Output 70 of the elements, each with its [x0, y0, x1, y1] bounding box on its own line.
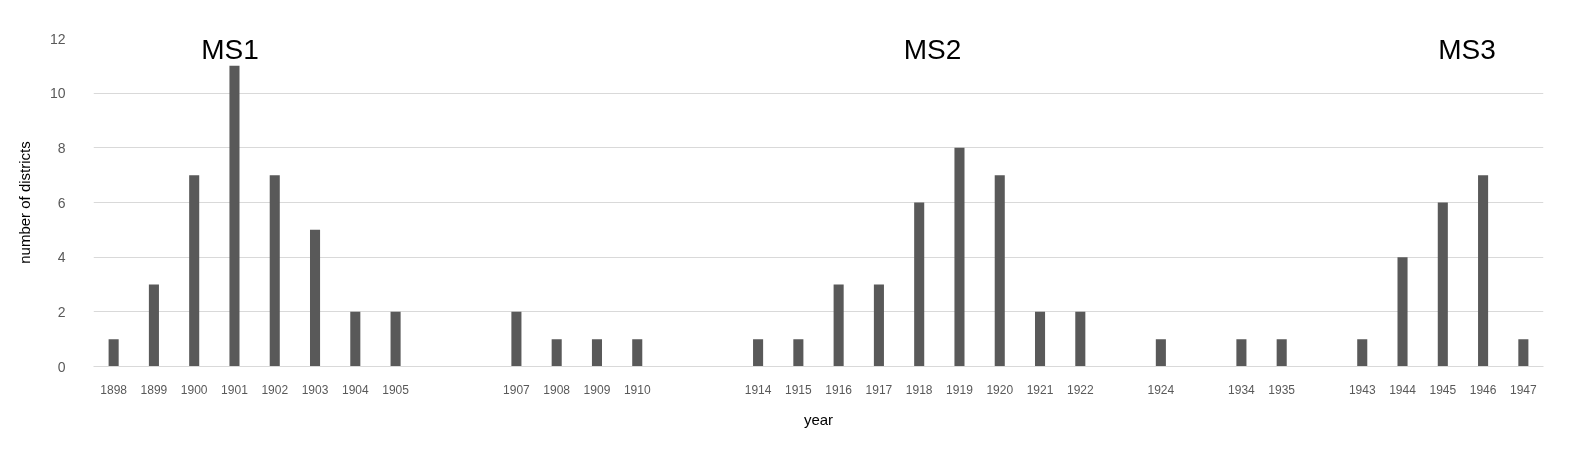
bar: [269, 175, 280, 367]
x-tick-label: 1920: [986, 382, 1014, 397]
x-tick-label: 1945: [1429, 382, 1457, 397]
y-tick-label: 12: [49, 30, 66, 47]
bar: [873, 284, 884, 367]
x-tick-label: 1935: [1268, 382, 1296, 397]
bar: [148, 284, 159, 367]
bar: [229, 65, 240, 367]
y-tick-label: 8: [57, 139, 66, 156]
x-tick-label: 1903: [301, 382, 329, 397]
x-tick-label: 1907: [503, 382, 531, 397]
x-tick-label: 1943: [1348, 382, 1376, 397]
bar: [994, 175, 1005, 367]
x-tick-label: 1902: [261, 382, 289, 397]
x-tick-label: 1900: [180, 382, 208, 397]
x-tick-label: 1899: [140, 382, 168, 397]
x-tick-label: 1914: [744, 382, 772, 397]
bar: [108, 339, 119, 367]
x-tick-label: 1909: [583, 382, 611, 397]
x-tick-label: 1921: [1026, 382, 1054, 397]
y-tick-label: 10: [49, 85, 66, 102]
y-tick-label: 0: [57, 358, 66, 375]
x-tick-label: 1898: [100, 382, 128, 397]
bar: [511, 311, 522, 367]
x-tick-label: 1908: [543, 382, 571, 397]
bar: [390, 311, 401, 367]
bar: [591, 339, 603, 367]
annotation: MS3: [1438, 34, 1496, 65]
bar: [1276, 339, 1287, 367]
bar: [1437, 202, 1448, 367]
y-tick-label: 6: [57, 194, 66, 211]
bar: [1236, 339, 1247, 367]
y-axis-title: number of districts: [15, 141, 33, 264]
annotation: MS1: [201, 34, 259, 65]
x-axis-title: year: [803, 410, 834, 428]
bar: [1075, 311, 1086, 367]
x-tick-label: 1915: [785, 382, 813, 397]
x-tick-label: 1901: [221, 382, 249, 397]
x-tick-label: 1918: [905, 382, 933, 397]
y-tick-label: 2: [57, 303, 66, 320]
annotation: MS2: [903, 34, 962, 65]
x-tick-label: 1917: [865, 382, 893, 397]
y-tick-label: 4: [57, 249, 66, 266]
bar: [793, 339, 804, 367]
bar: [833, 284, 844, 367]
bar: [1518, 339, 1529, 367]
x-tick-label: 1947: [1510, 382, 1538, 397]
x-tick-label: 1905: [382, 382, 410, 397]
x-tick-label: 1916: [825, 382, 853, 397]
bar: [1155, 339, 1166, 367]
x-tick-label: 1934: [1228, 382, 1256, 397]
x-tick-label: 1904: [341, 382, 369, 397]
bar: [1034, 311, 1046, 367]
bar: [350, 311, 361, 367]
x-tick-label: 1946: [1469, 382, 1497, 397]
bar: [1397, 257, 1408, 367]
x-tick-label: 1922: [1066, 382, 1094, 397]
bar: [551, 339, 562, 367]
x-tick-label: 1919: [946, 382, 974, 397]
bar: [309, 229, 321, 367]
bar: [1357, 339, 1368, 367]
bar: [753, 339, 764, 367]
bar: [632, 339, 643, 367]
bar: [189, 175, 200, 367]
x-tick-label: 1944: [1389, 382, 1417, 397]
bar: [954, 147, 965, 367]
x-tick-label: 1910: [623, 382, 651, 397]
x-tick-label: 1924: [1147, 382, 1175, 397]
bar: [1478, 175, 1489, 367]
bar: [914, 202, 925, 367]
